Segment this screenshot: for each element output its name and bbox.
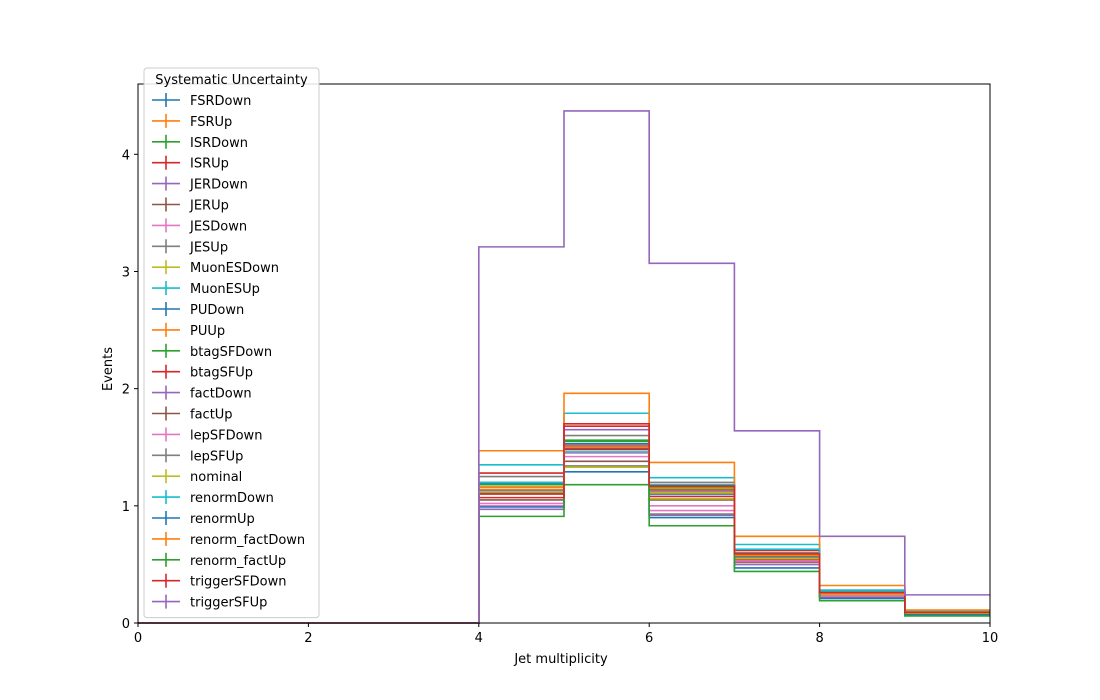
legend-entry-renorm_factUp: renorm_factUp (152, 552, 286, 569)
legend-label: MuonESDown (190, 261, 279, 276)
legend-entry-ISRDown: ISRDown (152, 134, 248, 151)
legend-label: renormUp (190, 512, 255, 527)
legend-entry-nominal: nominal (152, 469, 242, 485)
legend-entry-btagSFDown: btagSFDown (152, 343, 272, 360)
legend-label: JERDown (189, 178, 248, 193)
legend-entry-FSRUp: FSRUp (152, 113, 232, 130)
legend: Systematic Uncertainty FSRDown FSRUp ISRDow… (143, 67, 320, 619)
legend-label: factDown (190, 387, 252, 402)
x-tick-label: 2 (304, 631, 312, 646)
axes (137, 83, 991, 624)
x-tick-label: 6 (645, 631, 653, 646)
y-tick-label: 2 (122, 383, 130, 398)
y-tick-label: 1 (122, 500, 130, 515)
legend-label: ISRUp (190, 157, 229, 172)
plot-frame (137, 83, 991, 624)
legend-entry-PUUp: PUUp (152, 322, 225, 339)
legend-title: Systematic Uncertainty (155, 73, 308, 88)
legend-label: renormDown (190, 491, 274, 506)
legend-label: renorm_factUp (190, 554, 286, 569)
legend-label: MuonESUp (190, 282, 260, 297)
legend-entry-renorm_factDown: renorm_factDown (152, 531, 305, 548)
legend-label: PUUp (190, 324, 225, 339)
legend-label: btagSFUp (190, 366, 253, 381)
legend-entry-FSRDown: FSRDown (152, 93, 251, 109)
legend-entry-renormUp: renormUp (152, 511, 255, 527)
x-axis-label: Jet multiplicity (513, 652, 608, 667)
y-tick-label: 0 (122, 617, 130, 632)
legend-entry-MuonESDown: MuonESDown (152, 260, 279, 276)
legend-entry-JESUp: JESUp (152, 239, 228, 255)
legend-label: lepSFUp (190, 449, 243, 464)
y-tick-label: 3 (122, 265, 130, 280)
legend-label: btagSFDown (190, 345, 272, 360)
legend-label: factUp (190, 408, 233, 423)
legend-label: lepSFDown (190, 428, 262, 443)
legend-entry-factUp: factUp (152, 406, 233, 423)
legend-entry-JERUp: JERUp (152, 197, 229, 214)
legend-entry-lepSFUp: lepSFUp (152, 448, 243, 464)
legend-label: JESUp (189, 240, 228, 255)
x-tick-label: 8 (815, 631, 823, 646)
legend-entry-btagSFUp: btagSFUp (152, 364, 253, 381)
legend-entry-ISRUp: ISRUp (152, 155, 229, 172)
legend-label: triggerSFUp (190, 596, 267, 611)
x-tick-label: 4 (475, 631, 483, 646)
legend-label: FSRUp (190, 115, 232, 130)
legend-entry-PUDown: PUDown (152, 302, 244, 318)
legend-entry-renormDown: renormDown (152, 490, 274, 506)
y-tick-label: 4 (122, 148, 130, 163)
legend-entry-MuonESUp: MuonESUp (152, 281, 260, 297)
x-tick-label: 10 (982, 631, 999, 646)
y-axis-label: Events (101, 347, 116, 391)
legend-label: ISRDown (190, 136, 248, 151)
legend-label: PUDown (190, 303, 244, 318)
legend-label: JESDown (189, 219, 247, 234)
legend-entry-JERDown: JERDown (152, 176, 248, 193)
legend-entry-triggerSFUp: triggerSFUp (152, 594, 267, 611)
legend-entry-lepSFDown: lepSFDown (152, 427, 262, 443)
x-tick-label: 0 (134, 631, 142, 646)
ticks: 0 2 4 6 8 10 0 1 2 3 4 (122, 148, 999, 646)
legend-label: FSRDown (190, 94, 251, 109)
legend-label: triggerSFDown (190, 575, 286, 590)
legend-entry-triggerSFDown: triggerSFDown (152, 573, 286, 590)
legend-label: renorm_factDown (190, 533, 305, 548)
legend-box (143, 67, 320, 619)
legend-label: JERUp (189, 199, 229, 214)
legend-label: nominal (190, 470, 242, 485)
legend-entry-JESDown: JESDown (152, 218, 247, 234)
legend-entry-factDown: factDown (152, 385, 252, 402)
